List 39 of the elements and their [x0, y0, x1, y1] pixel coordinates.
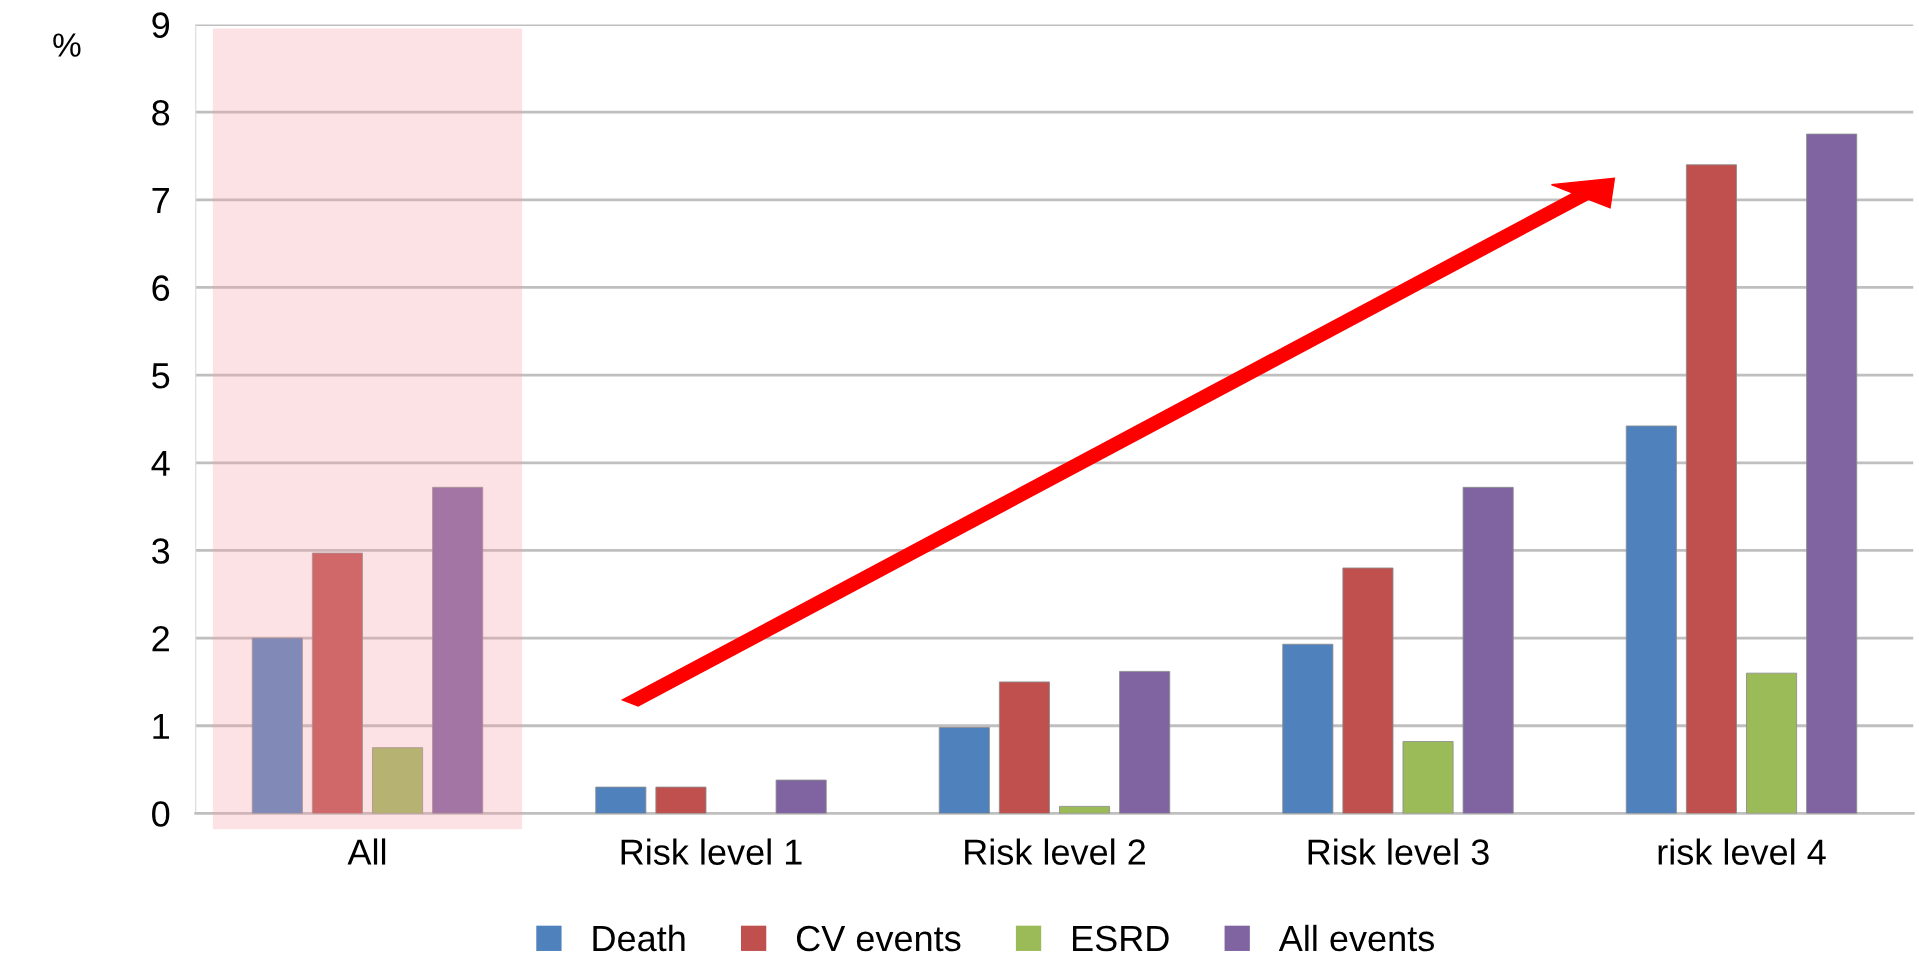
x-tick-label: All: [347, 838, 386, 865]
y-tick-label: 4: [151, 451, 170, 476]
bar: [432, 486, 484, 814]
bar: [311, 552, 363, 814]
y-tick-label: 3: [152, 538, 170, 564]
y-tick-label: 9: [152, 12, 170, 38]
bar: [595, 786, 647, 814]
bar: [1746, 672, 1798, 814]
x-tick-label: risk level 4: [1658, 838, 1826, 865]
y-tick-label: 5: [152, 363, 170, 389]
x-tick-label: Risk level 3: [1308, 838, 1489, 865]
bar: [1402, 741, 1454, 814]
y-tick-label: 2: [152, 625, 169, 652]
bar: [938, 727, 990, 814]
bar: [775, 779, 827, 814]
x-tick-label: Risk level 2: [965, 838, 1145, 865]
y-tick-label: 1: [153, 713, 169, 739]
bar: [1806, 133, 1858, 814]
bar: [372, 747, 424, 814]
bar: [1119, 670, 1171, 814]
bar: [1342, 567, 1394, 814]
bar: [251, 637, 303, 814]
bar: [655, 786, 707, 814]
legend-label: CV events: [796, 925, 961, 952]
legend-label: Death: [593, 924, 685, 952]
bar: [1685, 164, 1737, 814]
legend-label: ESRD: [1073, 925, 1169, 952]
bar: [1462, 486, 1514, 814]
bar: [1282, 643, 1334, 814]
y-tick-label: 8: [152, 100, 170, 126]
y-tick-label: 7: [152, 188, 169, 213]
bar: [1625, 425, 1677, 814]
bar: [998, 681, 1050, 814]
y-tick-label: 6: [152, 275, 170, 301]
y-tick-label: 0: [152, 801, 170, 827]
bar: [1059, 805, 1111, 814]
legend-label: All events: [1278, 924, 1434, 952]
y-axis-title: %: [53, 33, 81, 57]
x-tick-label: Risk level 1: [621, 838, 802, 865]
